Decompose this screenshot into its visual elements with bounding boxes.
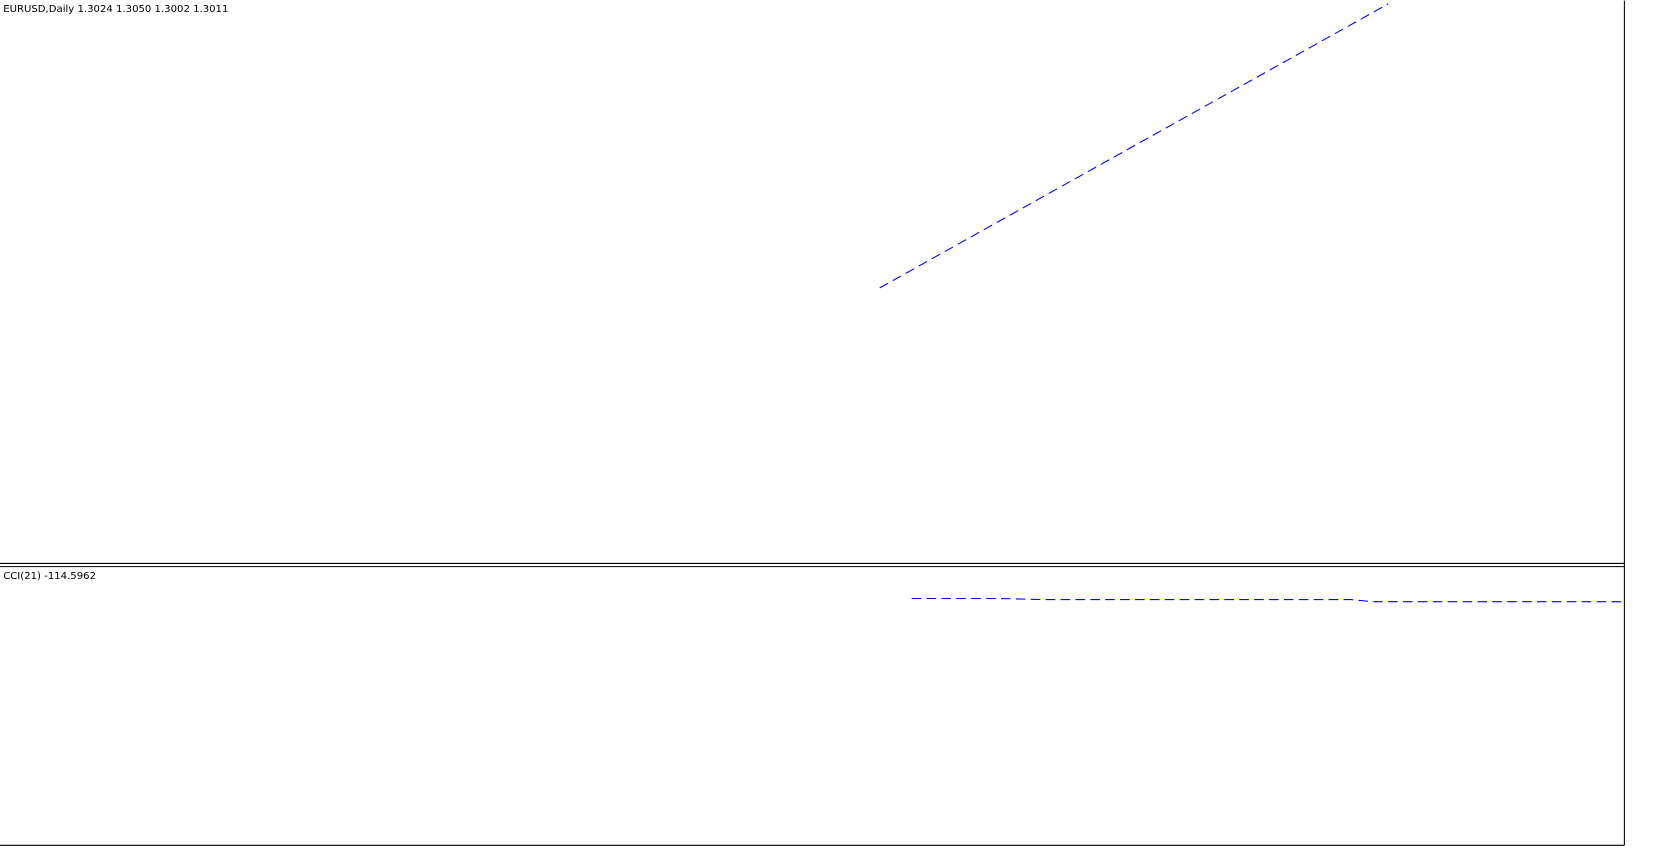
trend-line	[879, 3, 1389, 289]
cci-trend-line	[911, 597, 1623, 603]
indicator-title: CCI(21) -114.5962	[3, 571, 96, 582]
chart-title: EURUSD,Daily 1.3024 1.3050 1.3002 1.3011	[3, 4, 228, 15]
